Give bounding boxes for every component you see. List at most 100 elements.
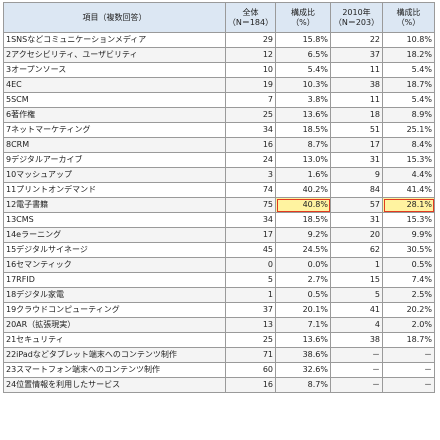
count-2011: 29: [225, 32, 276, 48]
count-2010: －: [330, 362, 383, 378]
ratio-2011: 1.6%: [275, 167, 331, 183]
count-2010: 38: [330, 332, 383, 348]
row-label: 14eラーニング: [3, 227, 226, 243]
table-row: 13CMS 34 18.5% 31 15.3%: [3, 212, 435, 228]
ratio-2010: 30.5%: [382, 242, 435, 258]
row-label: 4EC: [3, 77, 226, 93]
count-2010: 11: [330, 62, 383, 78]
count-2010: 5: [330, 287, 383, 303]
count-2011: 37: [225, 302, 276, 318]
table-row: 17RFID 5 2.7% 15 7.4%: [3, 272, 435, 288]
count-2011: 19: [225, 77, 276, 93]
count-2011: 16: [225, 137, 276, 153]
row-label: 22iPadなどタブレット端末へのコンテンツ制作: [3, 347, 226, 363]
ratio-2011: 38.6%: [275, 347, 331, 363]
row-label: 6著作権: [3, 107, 226, 123]
count-2010: 62: [330, 242, 383, 258]
row-label: 2アクセシビリティ、ユーザビリティ: [3, 47, 226, 63]
count-2010: 17: [330, 137, 383, 153]
count-2010: 41: [330, 302, 383, 318]
ratio-2011: 10.3%: [275, 77, 331, 93]
count-2010: 38: [330, 77, 383, 93]
count-2010: 11: [330, 92, 383, 108]
ratio-2010: 20.2%: [382, 302, 435, 318]
ratio-2010: 15.3%: [382, 212, 435, 228]
ratio-2011: 7.1%: [275, 317, 331, 333]
ratio-2011: 8.7%: [275, 137, 331, 153]
table-row: 15デジタルサイネージ 45 24.5% 62 30.5%: [3, 242, 435, 258]
ratio-2010: 2.0%: [382, 317, 435, 333]
ratio-2010: 25.1%: [382, 122, 435, 138]
count-2010: 20: [330, 227, 383, 243]
table-row: 7ネットマーケティング 34 18.5% 51 25.1%: [3, 122, 435, 138]
count-2010: －: [330, 347, 383, 363]
table-row: 23スマートフォン端末へのコンテンツ制作 60 32.6% －－: [3, 362, 435, 378]
ratio-2011: 13.6%: [275, 332, 331, 348]
table-body: 1SNSなどコミュニケーションメディア 29 15.8% 22 10.8% 2アクセシビリ…: [3, 32, 435, 393]
ratio-2011: 40.2%: [275, 182, 331, 198]
table-row: 24位置情報を利用したサービス 16 8.7% －－: [3, 377, 435, 393]
count-2010: 9: [330, 167, 383, 183]
count-2011: 13: [225, 317, 276, 333]
table-row: 8CRM 16 8.7% 17 8.4%: [3, 137, 435, 153]
table-row: 4EC 19 10.3% 38 18.7%: [3, 77, 435, 93]
ratio-2010: 9.9%: [382, 227, 435, 243]
count-2011: 25: [225, 107, 276, 123]
row-label: 17RFID: [3, 272, 226, 288]
row-label: 10マッシュアップ: [3, 167, 226, 183]
table-row: 1SNSなどコミュニケーションメディア 29 15.8% 22 10.8%: [3, 32, 435, 48]
count-2010: 4: [330, 317, 383, 333]
ratio-2010: 8.4%: [382, 137, 435, 153]
count-2010: 31: [330, 152, 383, 168]
row-label: 15デジタルサイネージ: [3, 242, 226, 258]
table-row: 10マッシュアップ 3 1.6% 9 4.4%: [3, 167, 435, 183]
row-label: 7ネットマーケティング: [3, 122, 226, 138]
ratio-2010: －: [382, 362, 435, 378]
count-2011: 3: [225, 167, 276, 183]
row-label: 11プリントオンデマンド: [3, 182, 226, 198]
header-total-2010: 2010年 （N＝203）: [330, 2, 383, 33]
row-label: 24位置情報を利用したサービス: [3, 377, 226, 393]
count-2011: 45: [225, 242, 276, 258]
survey-table-container: 項目（複数回答） 全体 （N＝184） 構成比 （%） 2010年 （N＝203） 構…: [3, 2, 435, 393]
table-row: 21セキュリティ 25 13.6% 38 18.7%: [3, 332, 435, 348]
survey-table: 項目（複数回答） 全体 （N＝184） 構成比 （%） 2010年 （N＝203） 構…: [3, 2, 435, 393]
count-2010: 22: [330, 32, 383, 48]
ratio-2011: 32.6%: [275, 362, 331, 378]
row-label: 3オープンソース: [3, 62, 226, 78]
ratio-2010: 18.2%: [382, 47, 435, 63]
count-2010: 18: [330, 107, 383, 123]
ratio-2011: 3.8%: [275, 92, 331, 108]
row-label: 12電子書籍: [3, 197, 226, 213]
ratio-2011: 0.5%: [275, 287, 331, 303]
count-2011: 34: [225, 122, 276, 138]
count-2011: 0: [225, 257, 276, 273]
count-2011: 60: [225, 362, 276, 378]
ratio-2011: 8.7%: [275, 377, 331, 393]
ratio-2011: 5.4%: [275, 62, 331, 78]
table-row: 2アクセシビリティ、ユーザビリティ 12 6.5% 37 18.2%: [3, 47, 435, 63]
ratio-2011: 18.5%: [275, 122, 331, 138]
ratio-2010: 5.4%: [382, 92, 435, 108]
row-label: 1SNSなどコミュニケーションメディア: [3, 32, 226, 48]
table-row: 16セマンティック 0 0.0% 1 0.5%: [3, 257, 435, 273]
ratio-2010: 0.5%: [382, 257, 435, 273]
ratio-2010: 28.1%: [382, 197, 435, 213]
table-row: 22iPadなどタブレット端末へのコンテンツ制作 71 38.6% －－: [3, 347, 435, 363]
count-2010: 51: [330, 122, 383, 138]
count-2010: 31: [330, 212, 383, 228]
table-row: 18デジタル家電 1 0.5% 5 2.5%: [3, 287, 435, 303]
ratio-2010: 10.8%: [382, 32, 435, 48]
count-2011: 5: [225, 272, 276, 288]
count-2010: 1: [330, 257, 383, 273]
ratio-2011: 40.8%: [275, 197, 331, 213]
row-label: 13CMS: [3, 212, 226, 228]
count-2011: 10: [225, 62, 276, 78]
count-2010: 15: [330, 272, 383, 288]
ratio-2010: 2.5%: [382, 287, 435, 303]
ratio-2010: 41.4%: [382, 182, 435, 198]
table-row: 12電子書籍 75 40.8% 57 28.1%: [3, 197, 435, 213]
row-label: 20AR（拡張現実）: [3, 317, 226, 333]
count-2011: 74: [225, 182, 276, 198]
count-2011: 7: [225, 92, 276, 108]
